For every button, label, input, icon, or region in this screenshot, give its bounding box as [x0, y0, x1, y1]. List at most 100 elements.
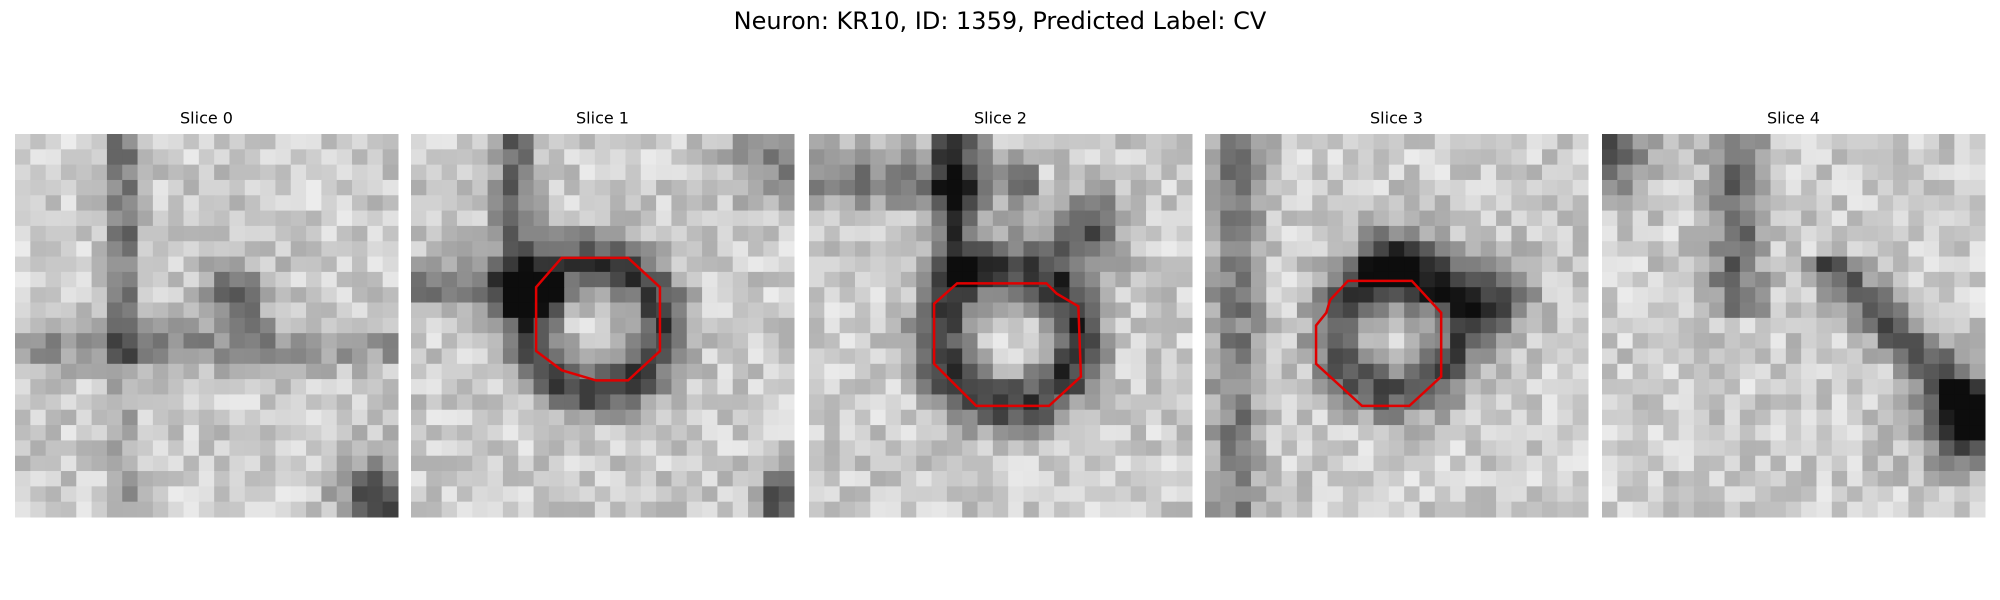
pixel [91, 363, 108, 380]
pixel [870, 225, 887, 242]
pixel [1831, 471, 1848, 487]
pixel [1816, 256, 1833, 273]
pixel [610, 348, 626, 365]
pixel [426, 471, 443, 487]
pixel [137, 241, 154, 258]
pixel [1220, 256, 1237, 273]
pixel [1176, 486, 1193, 503]
pixel [1038, 287, 1055, 304]
pixel [275, 379, 292, 395]
pixel [977, 271, 994, 288]
pixel [992, 287, 1009, 304]
pixel [60, 486, 77, 503]
pixel [1296, 149, 1313, 166]
pixel [352, 302, 368, 319]
pixel [931, 225, 948, 242]
pixel [1100, 195, 1116, 212]
figure-title: Neuron: KR10, ID: 1359, Predicted Label:… [734, 7, 1267, 35]
pixel [1205, 287, 1221, 304]
pixel [1496, 394, 1512, 411]
pixel [1373, 134, 1390, 150]
pixel [168, 149, 185, 166]
panel [1602, 134, 1986, 518]
pixel [1296, 210, 1313, 227]
pixel [594, 287, 611, 304]
pixel [885, 379, 902, 395]
pixel [152, 440, 169, 457]
pixel [441, 425, 458, 441]
pixel [885, 241, 902, 258]
pixel [152, 471, 169, 487]
pixel [548, 317, 565, 334]
pixel [1205, 333, 1221, 349]
pixel [487, 287, 504, 304]
pixel [809, 287, 825, 304]
pixel [702, 425, 718, 441]
pixel [839, 440, 856, 457]
pixel [1663, 501, 1680, 518]
pixel [1115, 241, 1132, 258]
pixel [1954, 210, 1971, 227]
pixel [367, 379, 384, 395]
pixel [1434, 302, 1451, 319]
pixel [1801, 271, 1817, 288]
pixel [748, 241, 764, 258]
pixel [244, 409, 261, 426]
pixel [1084, 179, 1101, 196]
pixel [441, 317, 458, 334]
pixel [198, 256, 215, 273]
pixel [1100, 241, 1116, 258]
pixel [1739, 471, 1756, 487]
pixel [1373, 471, 1390, 487]
pixel [1831, 195, 1848, 212]
pixel [1038, 471, 1055, 487]
pixel [1739, 195, 1756, 212]
pixel [1724, 164, 1741, 181]
pixel [1342, 287, 1359, 304]
pixel [885, 256, 902, 273]
pixel [1557, 394, 1574, 411]
pixel [15, 287, 31, 304]
pixel [671, 348, 688, 365]
pixel [977, 179, 994, 196]
pixel [441, 333, 458, 349]
pixel [656, 179, 672, 196]
pixel [1862, 409, 1879, 426]
pixel [671, 164, 688, 181]
pixel [290, 210, 307, 227]
pixel [824, 425, 841, 441]
pixel [548, 134, 565, 150]
pixel [198, 333, 215, 349]
pixel [1023, 363, 1040, 380]
pixel [594, 348, 611, 365]
pixel [106, 333, 123, 349]
pixel [152, 455, 169, 472]
pixel [15, 164, 31, 181]
pixel [1084, 164, 1101, 181]
pixel [183, 134, 200, 150]
pixel [30, 134, 47, 150]
pixel [640, 471, 657, 487]
pixel [275, 425, 292, 441]
pixel [260, 287, 276, 304]
pixel [977, 210, 994, 227]
pixel [91, 241, 108, 258]
pixel [367, 501, 384, 518]
pixel [1678, 317, 1695, 334]
pixel [1847, 179, 1863, 196]
pixel [1146, 379, 1162, 395]
pixel [1404, 149, 1420, 166]
pixel [183, 471, 200, 487]
pixel [441, 363, 458, 380]
pixel [1755, 317, 1772, 334]
pixel [1724, 379, 1741, 395]
pixel [1877, 149, 1894, 166]
panel [1205, 134, 1589, 518]
pixel [748, 348, 764, 365]
pixel [1388, 149, 1405, 166]
pixel [763, 195, 780, 212]
pixel [1296, 394, 1313, 411]
pixel [839, 164, 856, 181]
pixel [244, 394, 261, 411]
pixel [962, 333, 979, 349]
